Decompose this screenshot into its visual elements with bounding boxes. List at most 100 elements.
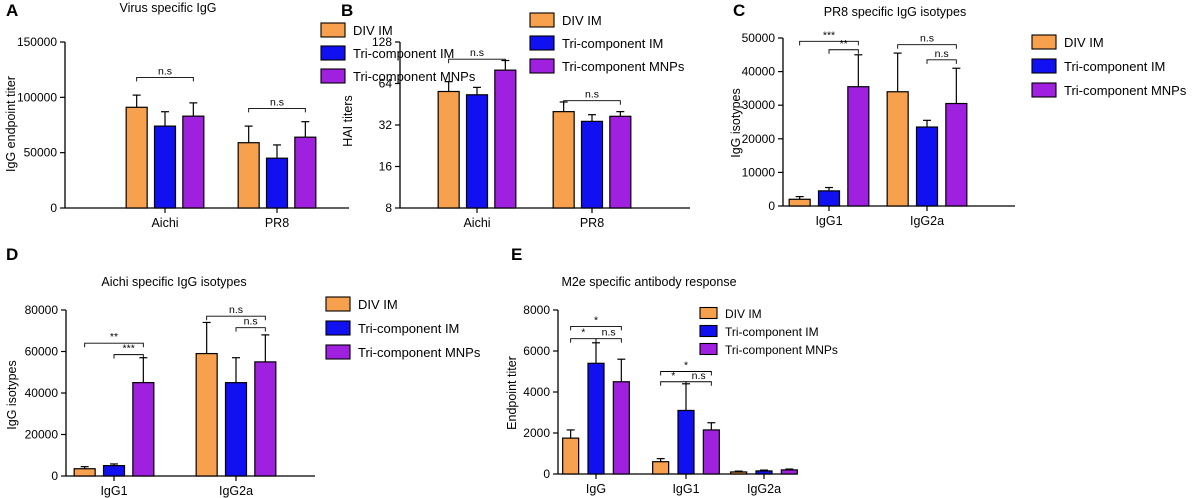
significance-bracket — [84, 342, 144, 348]
legend-label: Tri-component MNPs — [358, 345, 481, 360]
y-tick-label: 0 — [50, 201, 57, 215]
y-tick-label: 4000 — [523, 385, 550, 399]
significance-bracket — [799, 40, 859, 46]
legend-label: Tri-component IM — [725, 325, 819, 339]
x-tick-label: IgG1 — [100, 484, 127, 498]
significance-label: ** — [840, 38, 848, 50]
y-tick-label: 20000 — [25, 428, 59, 442]
bar — [788, 198, 811, 207]
legend-label: Tri-component MNPs — [725, 343, 838, 357]
bar — [755, 470, 773, 475]
significance-label: * — [594, 314, 598, 326]
bar — [562, 437, 580, 475]
bar — [847, 86, 870, 207]
significance-bracket — [926, 59, 957, 64]
significance-label: n.s — [935, 48, 949, 60]
y-axis-label: IgG endpoint titer — [4, 76, 18, 172]
chart-title: PR8 specific IgG isotypes — [824, 5, 966, 19]
bar — [102, 465, 126, 477]
bar — [780, 469, 798, 475]
y-tick-label: 40000 — [742, 65, 776, 79]
bar — [224, 382, 248, 477]
x-tick-label: Aichi — [151, 216, 178, 230]
legend-swatch — [325, 296, 351, 312]
y-tick-label: 2000 — [523, 426, 550, 440]
chart-title: M2e specific antibody response — [561, 275, 736, 289]
x-tick-label: PR8 — [265, 216, 289, 230]
y-tick-label: 60000 — [25, 345, 59, 359]
significance-bracket — [685, 381, 712, 386]
significance-bracket — [563, 100, 621, 105]
x-tick-label: IgG2a — [219, 484, 253, 498]
legend-label: Tri-component IM — [562, 36, 663, 51]
bar — [73, 468, 96, 477]
significance-label: * — [671, 370, 675, 382]
y-axis-label: Endpoint titer — [505, 356, 519, 430]
chart-title: Virus specific IgG — [119, 1, 216, 15]
significance-bracket — [113, 354, 144, 359]
x-tick-label: IgG1 — [672, 482, 699, 496]
legend-swatch — [529, 12, 555, 28]
bar — [265, 157, 289, 209]
significance-label: * — [581, 327, 585, 339]
significance-label: n.s — [470, 47, 484, 59]
significance-bracket — [136, 76, 194, 82]
bar — [195, 352, 218, 477]
y-tick-label: 40000 — [25, 386, 59, 400]
bar — [132, 382, 155, 477]
legend-label: DIV IM — [358, 297, 398, 312]
y-tick-label: 0 — [51, 469, 58, 483]
significance-bracket — [248, 107, 306, 113]
significance-label: * — [684, 360, 688, 372]
panel-letter: D — [6, 245, 18, 264]
bar — [945, 102, 968, 207]
significance-bracket — [828, 49, 859, 54]
panel-E: E M2e specific antibody response Endpoint … — [505, 245, 838, 496]
significance-bracket — [570, 338, 597, 343]
bar — [817, 190, 841, 207]
y-tick-label: 16 — [379, 160, 393, 174]
bar — [730, 471, 748, 475]
x-tick-label: IgG2a — [910, 214, 944, 228]
y-axis-label: IgG isotypes — [5, 360, 19, 429]
bar — [182, 115, 205, 209]
x-tick-label: PR8 — [580, 216, 604, 230]
significance-bracket — [448, 58, 506, 64]
x-tick-label: IgG2a — [747, 482, 781, 496]
y-tick-label: 0 — [543, 467, 550, 481]
panel-C: C PR8 specific IgG isotypes IgG isotypes 0 1… — [729, 1, 1187, 228]
bar — [153, 125, 177, 209]
bar — [677, 409, 695, 475]
legend-swatch — [1031, 82, 1057, 98]
bar — [237, 142, 260, 209]
legend-swatch — [325, 320, 351, 336]
legend-swatch — [699, 306, 718, 320]
significance-bracket — [235, 327, 266, 332]
panel-B: B HAI titers 8 16 32 64 128 Aichi PR8 n.s n.s DIV I… — [341, 1, 690, 230]
legend-swatch — [529, 35, 555, 51]
legend-label: Tri-component MNPs — [353, 69, 476, 84]
y-tick-label: 50000 — [24, 146, 58, 160]
legend-swatch — [699, 342, 718, 356]
bar — [494, 69, 517, 209]
panel-letter: C — [733, 1, 745, 20]
legend-label: DIV IM — [1064, 35, 1104, 50]
bar — [465, 94, 489, 209]
y-tick-label: 0 — [768, 199, 775, 213]
legend-swatch — [325, 344, 351, 360]
legend-label: Tri-component IM — [353, 46, 454, 61]
y-tick-label: 8000 — [523, 303, 550, 317]
y-tick-label: 8 — [385, 201, 392, 215]
legend-label: DIV IM — [353, 23, 393, 38]
bar — [652, 461, 670, 475]
legend-swatch — [529, 58, 555, 74]
significance-label: n.s — [602, 327, 616, 339]
significance-label: n.s — [244, 316, 258, 328]
x-tick-label: IgG — [586, 482, 606, 496]
legend-swatch — [320, 45, 346, 61]
significance-label: ** — [110, 331, 118, 343]
significance-bracket — [595, 338, 622, 343]
y-tick-label: 6000 — [523, 344, 550, 358]
y-tick-label: 32 — [379, 118, 393, 132]
